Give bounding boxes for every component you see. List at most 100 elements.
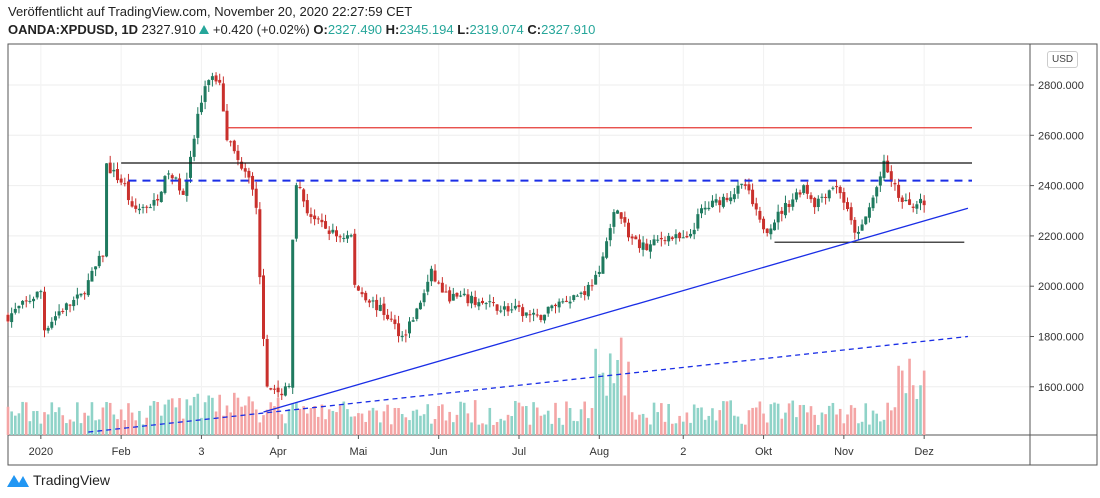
candle-body bbox=[448, 290, 452, 302]
volume-bar bbox=[565, 401, 568, 435]
volume-bar bbox=[780, 418, 784, 435]
candle-body bbox=[251, 175, 255, 190]
candle-body bbox=[842, 192, 846, 203]
candle-body bbox=[656, 239, 660, 241]
candle-body bbox=[97, 255, 101, 267]
volume-bar bbox=[192, 396, 196, 435]
volume-bar bbox=[492, 424, 495, 435]
volume-bar bbox=[692, 404, 696, 435]
candle-body bbox=[513, 305, 517, 309]
volume-bar bbox=[156, 401, 159, 435]
candle-body bbox=[386, 314, 390, 320]
candle-body bbox=[214, 75, 218, 82]
x-tick-label: Okt bbox=[755, 446, 772, 458]
candle-body bbox=[627, 222, 630, 238]
candle-body bbox=[174, 177, 178, 179]
candle-body bbox=[700, 208, 703, 214]
tradingview-logo[interactable]: TradingView bbox=[6, 471, 110, 489]
candle-body bbox=[736, 185, 740, 194]
volume-bar bbox=[681, 421, 685, 435]
volume-bar bbox=[324, 419, 327, 435]
volume-bar bbox=[590, 408, 594, 435]
trendline bbox=[88, 335, 969, 433]
candle-body bbox=[915, 204, 919, 209]
candle-body bbox=[835, 186, 839, 188]
volume-bar bbox=[853, 407, 857, 435]
candle-body bbox=[798, 192, 802, 195]
volume-bar bbox=[846, 414, 849, 435]
candle-body bbox=[853, 219, 857, 233]
candle-body bbox=[298, 186, 302, 188]
volume-bar bbox=[21, 401, 24, 435]
price-chart[interactable]: 2800.000 2600.000 2400.000 2200.000 2000.000… bbox=[0, 0, 1100, 470]
candle-body bbox=[280, 393, 284, 396]
candle-body bbox=[24, 300, 28, 302]
y-tick-label: 1600.000 bbox=[1038, 382, 1084, 394]
volume-bar bbox=[419, 415, 422, 435]
volume-bar bbox=[379, 422, 382, 435]
volume-bar bbox=[886, 402, 889, 435]
volume-bar bbox=[922, 370, 926, 435]
candle-body bbox=[674, 234, 678, 239]
candle-body bbox=[353, 233, 357, 285]
candle-body bbox=[141, 206, 145, 208]
volume-bar bbox=[134, 420, 138, 435]
candle-body bbox=[437, 282, 441, 284]
volume-bar bbox=[488, 407, 492, 435]
volume-bar bbox=[262, 415, 265, 435]
volume-bar bbox=[831, 402, 835, 435]
y-tick-label: 1800.000 bbox=[1038, 332, 1084, 344]
trendline bbox=[263, 207, 969, 413]
candle-body bbox=[532, 312, 536, 315]
volume-bar bbox=[167, 399, 170, 435]
candle-body bbox=[751, 189, 755, 205]
currency-label[interactable]: USD bbox=[1047, 51, 1079, 68]
candle-body bbox=[269, 388, 273, 390]
candle-body bbox=[243, 168, 247, 172]
candle-body bbox=[535, 314, 539, 316]
volume-bar bbox=[857, 423, 860, 435]
candle-body bbox=[630, 236, 634, 239]
volume-bar bbox=[79, 423, 83, 435]
volume-bar bbox=[160, 415, 163, 435]
volume-bar bbox=[295, 402, 298, 435]
candle-body bbox=[597, 271, 601, 274]
candle-body bbox=[510, 309, 514, 311]
candle-body bbox=[444, 291, 448, 293]
volume-bar bbox=[725, 401, 729, 435]
volume-bar bbox=[291, 403, 294, 435]
candle-body bbox=[316, 218, 320, 220]
candle-body bbox=[484, 303, 488, 305]
volume-bar bbox=[495, 422, 499, 435]
volume-bar bbox=[127, 403, 130, 435]
candle-body bbox=[904, 200, 908, 202]
candle-body bbox=[564, 300, 568, 302]
candle-body bbox=[163, 176, 167, 193]
up-triangle-icon bbox=[198, 25, 209, 34]
volume-bar bbox=[225, 405, 229, 435]
candle-body bbox=[123, 183, 127, 185]
candle-body bbox=[477, 302, 481, 307]
volume-bar bbox=[316, 416, 320, 435]
volume-bar bbox=[430, 423, 433, 435]
volume-bar bbox=[499, 418, 503, 435]
x-tick-label: Aug bbox=[590, 446, 610, 458]
volume-bar bbox=[671, 423, 674, 435]
candle-body bbox=[470, 295, 474, 304]
candle-body bbox=[846, 202, 849, 209]
candle-body bbox=[116, 169, 119, 181]
volume-bar bbox=[258, 422, 262, 435]
candle-body bbox=[455, 292, 459, 297]
candle-body bbox=[331, 229, 335, 233]
volume-bar bbox=[254, 409, 258, 435]
volume-bar bbox=[265, 409, 269, 435]
candle-body bbox=[272, 388, 276, 390]
candle-body bbox=[145, 206, 149, 208]
volume-bar bbox=[112, 414, 116, 435]
candle-body bbox=[794, 192, 798, 200]
x-tick-label: Jun bbox=[430, 446, 448, 458]
volume-bar bbox=[587, 418, 590, 435]
volume-bar bbox=[331, 410, 335, 435]
volume-bar bbox=[141, 424, 145, 435]
candle-body bbox=[276, 387, 280, 393]
